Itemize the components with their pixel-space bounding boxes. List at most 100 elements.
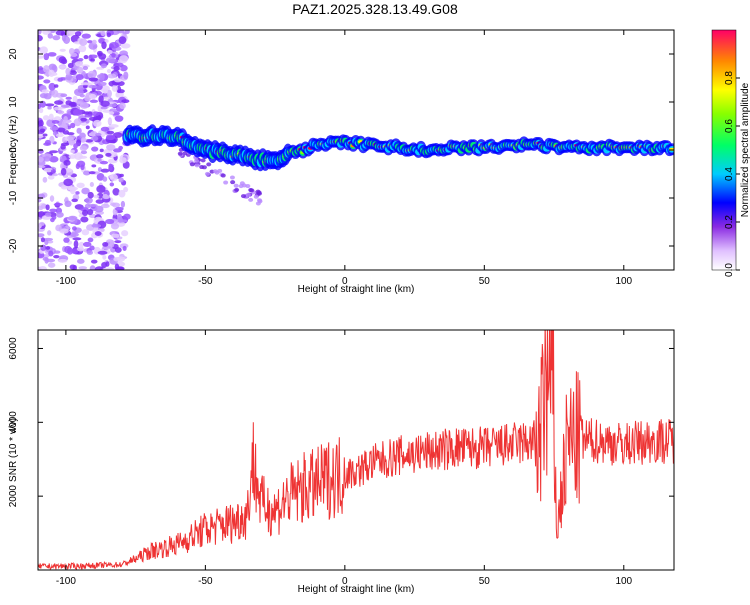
noise-blob (55, 30, 66, 36)
noise-blob (58, 258, 68, 263)
noise-blob (91, 223, 102, 228)
noise-blob (121, 99, 130, 104)
noise-blob (38, 165, 46, 169)
noise-blob (76, 127, 82, 134)
snr-y-tick-label: 4000 (8, 411, 19, 434)
noise-blob (83, 111, 90, 115)
noise-blob (118, 177, 124, 183)
noise-blob (81, 33, 91, 39)
noise-blob (43, 79, 51, 84)
secondary-trace-blob (223, 180, 229, 185)
noise-blob (73, 240, 79, 248)
noise-blob (47, 106, 52, 110)
noise-blob (42, 30, 51, 35)
noise-blob (41, 89, 49, 94)
noise-blob (80, 150, 88, 155)
snr-x-tick-label: 0 (342, 576, 348, 587)
noise-blob (42, 65, 50, 73)
noise-blob (53, 250, 61, 254)
secondary-trace-blob (240, 194, 246, 199)
noise-blob (63, 178, 73, 187)
noise-blob (53, 255, 60, 259)
noise-blob (78, 244, 84, 250)
noise-blob (63, 159, 71, 166)
noise-blob (45, 204, 50, 211)
noise-blob (106, 32, 112, 38)
noise-blob (95, 132, 102, 137)
noise-blob (42, 156, 51, 162)
colorbar-tick-label: 0.8 (724, 71, 735, 85)
noise-blob (103, 96, 110, 100)
snr-y-ticks: 2000 4000 6000 (8, 337, 674, 507)
snr-x-tick-label: 100 (615, 576, 632, 587)
noise-blob (123, 71, 129, 80)
noise-blob (58, 65, 67, 70)
noise-blob (111, 84, 118, 92)
noise-blob (89, 99, 99, 103)
snr-x-tick-label: 50 (479, 576, 491, 587)
noise-blob (58, 56, 67, 64)
noise-blob (123, 213, 131, 220)
colorbar-label: Normalized spectral amplitude (740, 82, 750, 217)
noise-blob (97, 74, 103, 79)
snr-frame (37, 329, 675, 571)
noise-blob (49, 150, 59, 154)
colorbar-tick-label: 0.4 (724, 167, 735, 181)
noise-blob (113, 78, 122, 83)
noise-blob (73, 143, 78, 149)
noise-blob (63, 237, 70, 243)
colorbar: 0.0 0.2 0.4 0.6 0.8 Normalized spectral ampl… (711, 29, 750, 277)
secondary-trace-blob (249, 188, 255, 193)
noise-blob (69, 232, 79, 238)
noise-blob (59, 48, 66, 52)
noise-blob (95, 199, 104, 204)
noise-blob (100, 30, 106, 37)
spectrogram-y-tick-label: -10 (8, 190, 19, 205)
noise-blob (110, 202, 116, 206)
noise-blob (91, 135, 99, 141)
noise-blob (119, 55, 129, 63)
noise-blob (52, 131, 57, 136)
colorbar-gradient (711, 29, 737, 271)
noise-blob (39, 128, 46, 133)
noise-blob (86, 250, 94, 255)
noise-blob (80, 82, 90, 86)
noise-blob (49, 208, 58, 213)
noise-blob (38, 34, 43, 42)
noise-blob (52, 173, 58, 177)
noise-blob (55, 133, 64, 138)
spectrogram-y-tick-label: -20 (8, 238, 19, 253)
noise-blob (47, 262, 56, 268)
snr-y-tick-label: 2000 (8, 485, 19, 508)
noise-blob (67, 62, 74, 69)
noise-blob (115, 91, 120, 98)
noise-blob (51, 119, 60, 124)
colorbar-tick-label: 0.6 (724, 119, 735, 133)
noise-blob (100, 168, 110, 173)
noise-blob (93, 226, 99, 232)
noise-blob (74, 152, 83, 161)
noise-blob (82, 209, 88, 217)
noise-blob (65, 67, 71, 76)
noise-blob (71, 198, 78, 203)
noise-blob (77, 58, 84, 62)
noise-blob (91, 164, 97, 168)
noise-blob (38, 30, 42, 35)
noise-blob (38, 55, 45, 59)
secondary-trace-blob (248, 197, 254, 202)
noise-blob (42, 176, 48, 183)
noise-blob (82, 241, 92, 247)
noise-blob (57, 110, 65, 115)
noise-blob (38, 221, 45, 226)
noise-blob (105, 218, 115, 225)
noise-blob (112, 187, 120, 196)
noise-blob (96, 50, 103, 56)
noise-blob (87, 70, 97, 79)
noise-blob (111, 233, 120, 238)
noise-blob (68, 70, 77, 76)
noise-blob (68, 154, 77, 159)
noise-blob (118, 36, 127, 45)
noise-blob (45, 245, 51, 250)
noise-blob (99, 160, 109, 165)
secondary-trace-blob (241, 183, 247, 188)
